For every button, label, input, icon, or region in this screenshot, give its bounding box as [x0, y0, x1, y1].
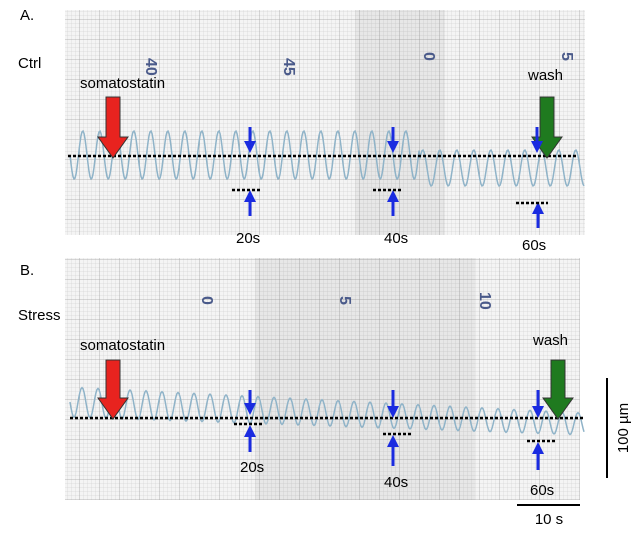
- paper-mark: 40: [142, 58, 159, 76]
- paper-mark: 5: [558, 52, 575, 61]
- panel-label: A.: [20, 7, 34, 24]
- panel-a: A. Ctrl 40 45 0 5 somatostatin wash 20s …: [18, 7, 585, 254]
- drug-label: somatostatin: [80, 337, 165, 354]
- timepoint: 60s: [530, 482, 554, 499]
- timepoint: 60s: [522, 237, 546, 254]
- panel-label: B.: [20, 262, 34, 279]
- figure: A. Ctrl 40 45 0 5 somatostatin wash 20s …: [0, 0, 639, 530]
- timepoint: 20s: [236, 230, 260, 247]
- drug-label: somatostatin: [80, 75, 165, 92]
- paper-mark: 0: [198, 296, 215, 305]
- paper-mark: 0: [420, 52, 437, 61]
- shade: [255, 258, 475, 500]
- paper-mark: 10: [476, 292, 493, 310]
- timepoint: 40s: [384, 474, 408, 491]
- grid: [65, 10, 585, 235]
- scale-label: 100 µm: [615, 403, 632, 453]
- shade: [355, 10, 445, 235]
- timepoint: 20s: [240, 459, 264, 476]
- timepoint: 40s: [384, 230, 408, 247]
- condition: Ctrl: [18, 55, 41, 72]
- scale-label: 10 s: [535, 511, 563, 528]
- condition: Stress: [18, 307, 61, 324]
- panel-b: B. Stress 0 5 10 somatostatin wash 20s 4…: [18, 258, 584, 500]
- paper-mark: 45: [280, 58, 297, 76]
- wash-label: wash: [527, 67, 563, 84]
- paper-mark: 5: [336, 296, 353, 305]
- wash-label: wash: [532, 332, 568, 349]
